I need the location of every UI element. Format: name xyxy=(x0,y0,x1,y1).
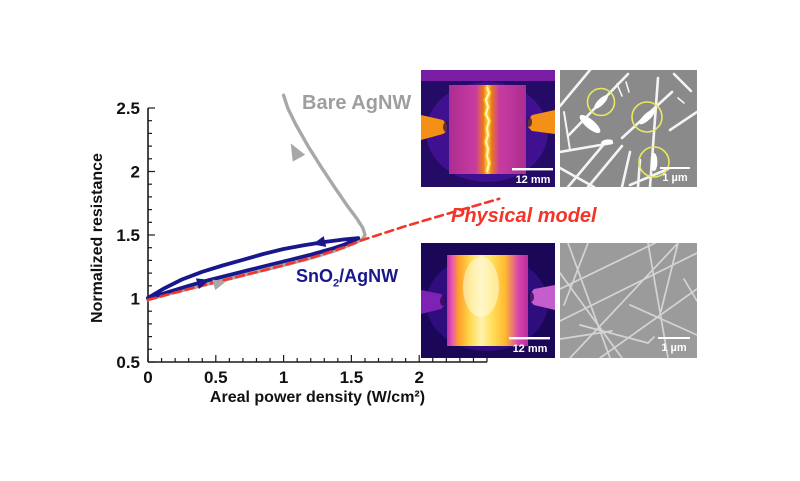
y-axis-title: Normalized resistance xyxy=(89,153,106,323)
y-tick-label: 2.5 xyxy=(116,99,140,118)
y-tick-label: 2 xyxy=(131,163,140,182)
sem-image-intact-agnw: 1 µm xyxy=(560,243,697,358)
series-physical-model xyxy=(146,197,501,302)
physical-model-label: Physical model xyxy=(451,205,597,227)
x-tick-label: 0.5 xyxy=(204,368,228,387)
scale-bar-label: 12 mm xyxy=(513,343,548,355)
scale-bar xyxy=(658,337,690,339)
x-tick-label: 0 xyxy=(143,368,152,387)
right-clip xyxy=(528,110,555,134)
ir-top-band xyxy=(421,70,555,81)
flow-arrow xyxy=(195,278,210,289)
y-tick-label: 0.5 xyxy=(116,353,140,372)
label-subscript: 2 xyxy=(333,277,340,290)
scale-bar xyxy=(660,167,690,169)
series-sno2-agnw-heating xyxy=(146,236,361,301)
sem-image-broken-agnw: 1 µm xyxy=(560,70,697,187)
left-clip xyxy=(421,290,445,314)
flow-arrow xyxy=(212,279,227,291)
nanowires xyxy=(560,70,697,187)
x-tick-label: 1 xyxy=(279,368,288,387)
ticks xyxy=(147,107,488,363)
flow-arrows xyxy=(195,143,327,291)
clip-contact xyxy=(440,296,446,306)
left-clip xyxy=(421,115,447,140)
y-tick-label: 1 xyxy=(131,290,140,309)
scale-bar xyxy=(512,168,553,171)
flow-arrow xyxy=(290,143,306,162)
tick-labels: 0 0.5 1 1.5 20.511.522.5 xyxy=(116,99,424,387)
label-text: /AgNW xyxy=(339,266,399,286)
flow-arrow xyxy=(312,236,327,247)
clip-contact xyxy=(528,292,534,302)
thermal-image-sno2-agnw: 12 mm xyxy=(421,243,555,358)
sno2-agnw-label: SnO2/AgNW xyxy=(296,266,398,290)
clip-contact xyxy=(526,117,532,127)
data-series xyxy=(146,93,501,302)
thermal-image-bare-agnw: 12 mm xyxy=(421,70,555,187)
scale-bar-label: 1 µm xyxy=(662,172,688,184)
label-text: SnO xyxy=(296,266,334,286)
failure-highlight-circles xyxy=(586,87,670,178)
spheroidized-bulges xyxy=(579,95,658,171)
bare-agnw-label: Bare AgNW xyxy=(302,92,412,114)
clip-contact xyxy=(443,122,449,132)
x-axis-title: Areal power density (W/cm²) xyxy=(209,389,426,406)
series-sno2-agnw-cooling xyxy=(146,236,361,300)
hot-failure-line-core xyxy=(484,86,491,173)
x-tick-label: 1.5 xyxy=(340,368,364,387)
y-tick-label: 1.5 xyxy=(116,226,140,245)
scale-bar-label: 1 µm xyxy=(661,342,687,354)
nanowires xyxy=(560,243,697,358)
scale-bar-label: 12 mm xyxy=(516,174,551,186)
right-clip xyxy=(530,285,555,310)
x-tick-label: 2 xyxy=(414,368,423,387)
scale-bar xyxy=(509,337,550,340)
uniform-heat-glow xyxy=(463,257,499,317)
